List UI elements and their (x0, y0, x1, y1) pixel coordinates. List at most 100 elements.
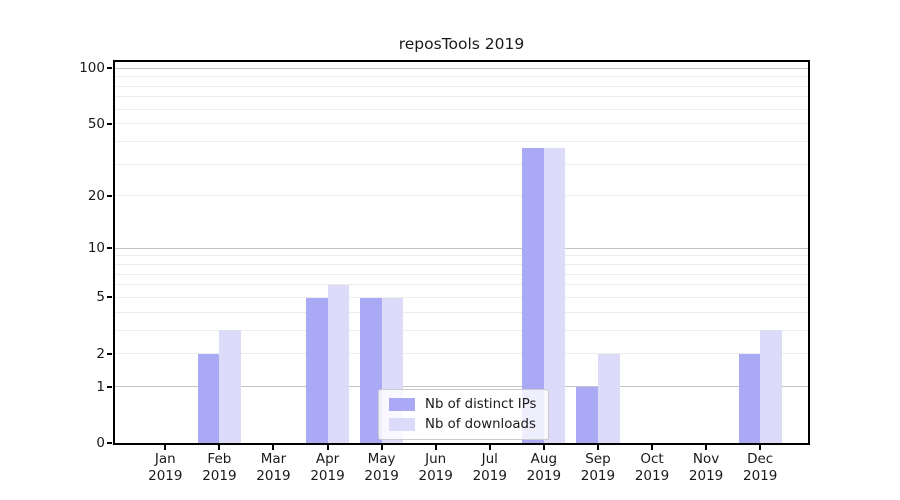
gridline-major (115, 386, 808, 388)
legend-swatch-downloads (389, 418, 415, 431)
y-tick (107, 194, 112, 197)
y-tick-label: 0 (96, 435, 105, 451)
bar-distinct-ips-feb (197, 353, 220, 443)
gridline-minor (115, 123, 808, 125)
bar-distinct-ips-dec (738, 353, 761, 443)
x-tick-label: Feb 2019 (184, 451, 254, 485)
x-tick (326, 445, 329, 450)
x-label-month: Dec (747, 451, 774, 467)
y-tick-label: 10 (87, 240, 105, 257)
x-label-month: Apr (315, 451, 340, 467)
y-tick (107, 352, 112, 355)
y-tick (107, 296, 112, 299)
x-tick (434, 445, 437, 450)
x-tick (488, 445, 491, 450)
x-tick-label: May 2019 (347, 451, 417, 485)
x-label-year: 2019 (310, 468, 345, 484)
gridline-minor (115, 296, 808, 298)
x-label-year: 2019 (688, 468, 724, 484)
gridline-minor (115, 264, 808, 266)
x-tick-label: Sep 2019 (563, 451, 633, 485)
x-label-year: 2019 (472, 468, 507, 484)
gridline-minor (115, 76, 808, 78)
gridline-minor (115, 108, 808, 110)
gridline-minor (115, 284, 808, 286)
x-tick (272, 445, 275, 450)
y-tick (107, 385, 112, 388)
gridline-minor (115, 255, 808, 257)
x-tick (218, 445, 221, 450)
x-label-month: Jul (481, 451, 498, 467)
gridline-minor (115, 273, 808, 275)
x-tick (164, 445, 167, 450)
y-tick-label: 2 (96, 345, 105, 362)
bar-downloads-feb (219, 330, 241, 443)
bar-distinct-ips-may (360, 297, 382, 443)
x-label-month: Jun (425, 451, 447, 467)
y-tick-label: 100 (79, 60, 105, 77)
y-tick (107, 67, 112, 70)
bar-downloads-apr (327, 284, 350, 443)
x-label-year: 2019 (634, 468, 670, 484)
x-tick-label: Jun 2019 (401, 451, 471, 485)
gridline-minor (115, 140, 808, 142)
legend-label-downloads: Nb of downloads (425, 417, 536, 432)
bar-downloads-aug (543, 147, 566, 443)
gridline-major (115, 67, 808, 69)
x-label-year: 2019 (364, 468, 399, 484)
gridline-minor (115, 85, 808, 87)
x-tick (542, 445, 545, 450)
bar-distinct-ips-aug (522, 147, 544, 443)
gridline-minor (115, 96, 808, 98)
x-label-month: Oct (640, 451, 664, 467)
x-label-year: 2019 (418, 468, 453, 484)
x-label-year: 2019 (202, 468, 237, 484)
bar-distinct-ips-sep (576, 386, 598, 443)
x-label-year: 2019 (148, 468, 183, 484)
y-tick (107, 247, 112, 250)
y-tick-label: 20 (87, 187, 105, 204)
legend-row-downloads: Nb of downloads (389, 417, 536, 432)
x-tick (380, 445, 383, 450)
x-label-month: Feb (207, 451, 232, 467)
gridline-minor (115, 311, 808, 313)
x-tick-label: Dec 2019 (725, 451, 795, 485)
chart-title: reposTools 2019 (398, 35, 525, 53)
x-label-month: Jan (154, 451, 176, 467)
x-tick-label: Oct 2019 (617, 451, 687, 485)
y-tick (107, 442, 112, 444)
y-tick-label: 50 (87, 115, 105, 132)
x-label-month: Nov (692, 451, 720, 467)
x-tick (759, 445, 762, 450)
x-tick (596, 445, 599, 450)
legend-label-distinct-ips: Nb of distinct IPs (425, 397, 537, 412)
plot-area: Nb of distinct IPs Nb of downloads (113, 60, 810, 445)
y-tick (107, 122, 112, 125)
bar-distinct-ips-apr (305, 297, 328, 443)
x-tick-label: Jul 2019 (455, 451, 525, 485)
bar-downloads-dec (760, 330, 782, 443)
x-tick-label: Nov 2019 (671, 451, 741, 485)
x-label-month: Mar (260, 451, 287, 467)
x-label-year: 2019 (526, 468, 562, 484)
legend-row-distinct-ips: Nb of distinct IPs (389, 397, 536, 412)
y-tick-label: 5 (96, 289, 105, 306)
y-tick-label: 1 (96, 378, 105, 395)
x-label-month: Aug (530, 451, 558, 467)
x-tick-label: Jan 2019 (130, 451, 200, 485)
x-tick-label: Aug 2019 (509, 451, 579, 485)
legend-swatch-distinct-ips (389, 398, 415, 411)
gridline-minor (115, 329, 808, 331)
gridline-minor (115, 353, 808, 355)
x-tick (651, 445, 654, 450)
x-label-month: Sep (585, 451, 611, 467)
x-tick (705, 445, 708, 450)
x-label-year: 2019 (742, 468, 778, 484)
gridline-minor (115, 163, 808, 165)
gridline-major (115, 247, 808, 249)
gridline-minor (115, 195, 808, 197)
x-label-year: 2019 (580, 468, 616, 484)
bar-downloads-sep (597, 353, 620, 443)
x-tick-label: Mar 2019 (238, 451, 308, 485)
